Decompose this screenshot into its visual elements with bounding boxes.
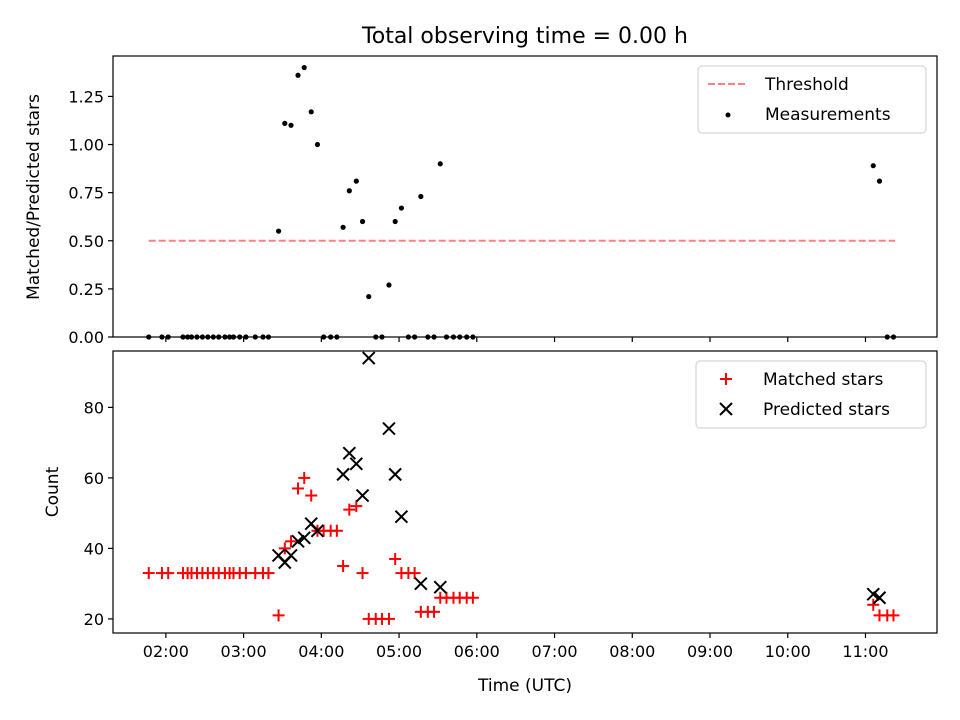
measurement-point bbox=[398, 205, 404, 211]
x-tick-label: 09:00 bbox=[687, 642, 733, 661]
measurement-point bbox=[392, 218, 398, 225]
count-y-ticks: 20 40 60 80 bbox=[84, 398, 113, 629]
ratio-plot-frame bbox=[112, 55, 938, 338]
predicted-point bbox=[310, 524, 325, 538]
matched-legend-label: Matched stars bbox=[763, 370, 883, 390]
matched-legend-icon bbox=[720, 373, 732, 385]
matched-point bbox=[262, 567, 275, 580]
matched-point bbox=[305, 489, 318, 502]
count-x-ticks: 02:00 03:00 04:00 05:00 06:00 07:00 08:00 09:00… bbox=[143, 633, 889, 661]
predicted-point bbox=[394, 509, 409, 524]
predicted-point bbox=[872, 591, 887, 605]
y-tick-label: 0.00 bbox=[68, 328, 104, 347]
measurement-point bbox=[346, 188, 352, 194]
matched-point bbox=[389, 552, 402, 565]
matched-point bbox=[298, 471, 311, 484]
measurement-point bbox=[870, 163, 876, 169]
measurement-point bbox=[275, 228, 282, 234]
predicted-point bbox=[342, 446, 357, 460]
x-tick-label: 11:00 bbox=[842, 642, 888, 661]
ratio-y-ticks: 0.00 0.25 0.50 0.75 1.00 1.25 bbox=[68, 87, 113, 347]
matched-point bbox=[887, 609, 900, 622]
y-tick-label: 80 bbox=[84, 398, 104, 417]
predicted-point bbox=[297, 531, 311, 545]
y-tick-label: 0.75 bbox=[68, 184, 104, 203]
y-tick-label: 0.25 bbox=[68, 280, 104, 299]
measurement-point bbox=[353, 178, 359, 184]
chart-title: Total observing time = 0.00 h bbox=[361, 24, 688, 49]
predicted-point bbox=[291, 534, 305, 549]
x-tick-label: 08:00 bbox=[609, 642, 655, 661]
y-tick-label: 60 bbox=[84, 469, 104, 488]
predicted-point bbox=[284, 548, 298, 563]
y-tick-label: 20 bbox=[84, 610, 104, 629]
measurement-point bbox=[308, 109, 314, 115]
measurement-point bbox=[418, 193, 424, 200]
x-tick-label: 02:00 bbox=[143, 642, 189, 661]
measurement-point bbox=[282, 120, 288, 126]
matched-point bbox=[272, 609, 285, 622]
measurement-point bbox=[359, 218, 366, 225]
predicted-point bbox=[866, 587, 880, 601]
measurement-point bbox=[437, 161, 443, 167]
measurement-point bbox=[366, 293, 372, 300]
predicted-point bbox=[388, 467, 402, 482]
measurement-point bbox=[301, 64, 307, 71]
measurement-point bbox=[386, 282, 392, 288]
matched-point bbox=[278, 542, 291, 555]
matched-point bbox=[162, 567, 175, 580]
count-legend: Matched stars Predicted stars bbox=[695, 360, 927, 429]
measurement-point bbox=[288, 122, 294, 128]
predicted-point bbox=[349, 457, 364, 471]
x-axis-label: Time (UTC) bbox=[477, 676, 572, 696]
matched-point bbox=[330, 524, 343, 537]
predicted-point bbox=[414, 576, 428, 591]
matched-point bbox=[356, 567, 369, 580]
y-tick-label: 1.00 bbox=[68, 136, 104, 155]
matched-point bbox=[350, 500, 363, 513]
x-tick-label: 03:00 bbox=[221, 642, 267, 661]
predicted-legend-icon bbox=[719, 402, 733, 416]
x-tick-label: 06:00 bbox=[454, 642, 500, 661]
matched-point bbox=[343, 503, 356, 516]
measurements-legend-icon bbox=[725, 112, 731, 118]
predicted-legend-label: Predicted stars bbox=[763, 400, 890, 420]
matched-point bbox=[867, 598, 880, 611]
y-tick-label: 0.50 bbox=[68, 232, 104, 251]
predicted-point bbox=[433, 580, 447, 594]
ratio-y-axis-label: Matched/Predicted stars bbox=[24, 94, 44, 300]
x-tick-label: 05:00 bbox=[376, 642, 422, 661]
ratio-x-ticks bbox=[165, 337, 867, 342]
count-y-axis-label: Count bbox=[43, 466, 63, 517]
matched-point bbox=[142, 567, 155, 580]
matched-point bbox=[285, 535, 298, 548]
measurements-legend-label: Measurements bbox=[765, 105, 891, 125]
matched-point bbox=[382, 612, 395, 625]
matched-point bbox=[292, 482, 305, 495]
count-marks bbox=[142, 351, 900, 625]
measurement-point bbox=[314, 141, 321, 148]
x-tick-label: 04:00 bbox=[298, 642, 344, 661]
matched-point bbox=[337, 560, 350, 573]
matched-point bbox=[408, 567, 421, 580]
matched-point bbox=[428, 605, 441, 618]
measurement-point bbox=[876, 178, 883, 184]
y-tick-label: 40 bbox=[84, 539, 104, 558]
x-tick-label: 07:00 bbox=[531, 642, 577, 661]
measurement-point bbox=[295, 72, 301, 78]
threshold-legend-label: Threshold bbox=[764, 75, 849, 95]
count-plot-frame bbox=[112, 350, 938, 634]
x-tick-label: 10:00 bbox=[765, 642, 811, 661]
predicted-point bbox=[336, 467, 350, 482]
predicted-point bbox=[382, 421, 396, 436]
matched-point bbox=[466, 591, 479, 604]
ratio-legend: Threshold Measurements bbox=[697, 65, 927, 134]
predicted-point bbox=[355, 488, 370, 503]
predicted-point bbox=[362, 351, 376, 365]
measurement-point bbox=[340, 224, 346, 230]
y-tick-label: 1.25 bbox=[68, 87, 104, 106]
ratio-panel: 0.00 0.25 0.50 0.75 1.00 1.25 Matched/Predict… bbox=[24, 55, 938, 347]
